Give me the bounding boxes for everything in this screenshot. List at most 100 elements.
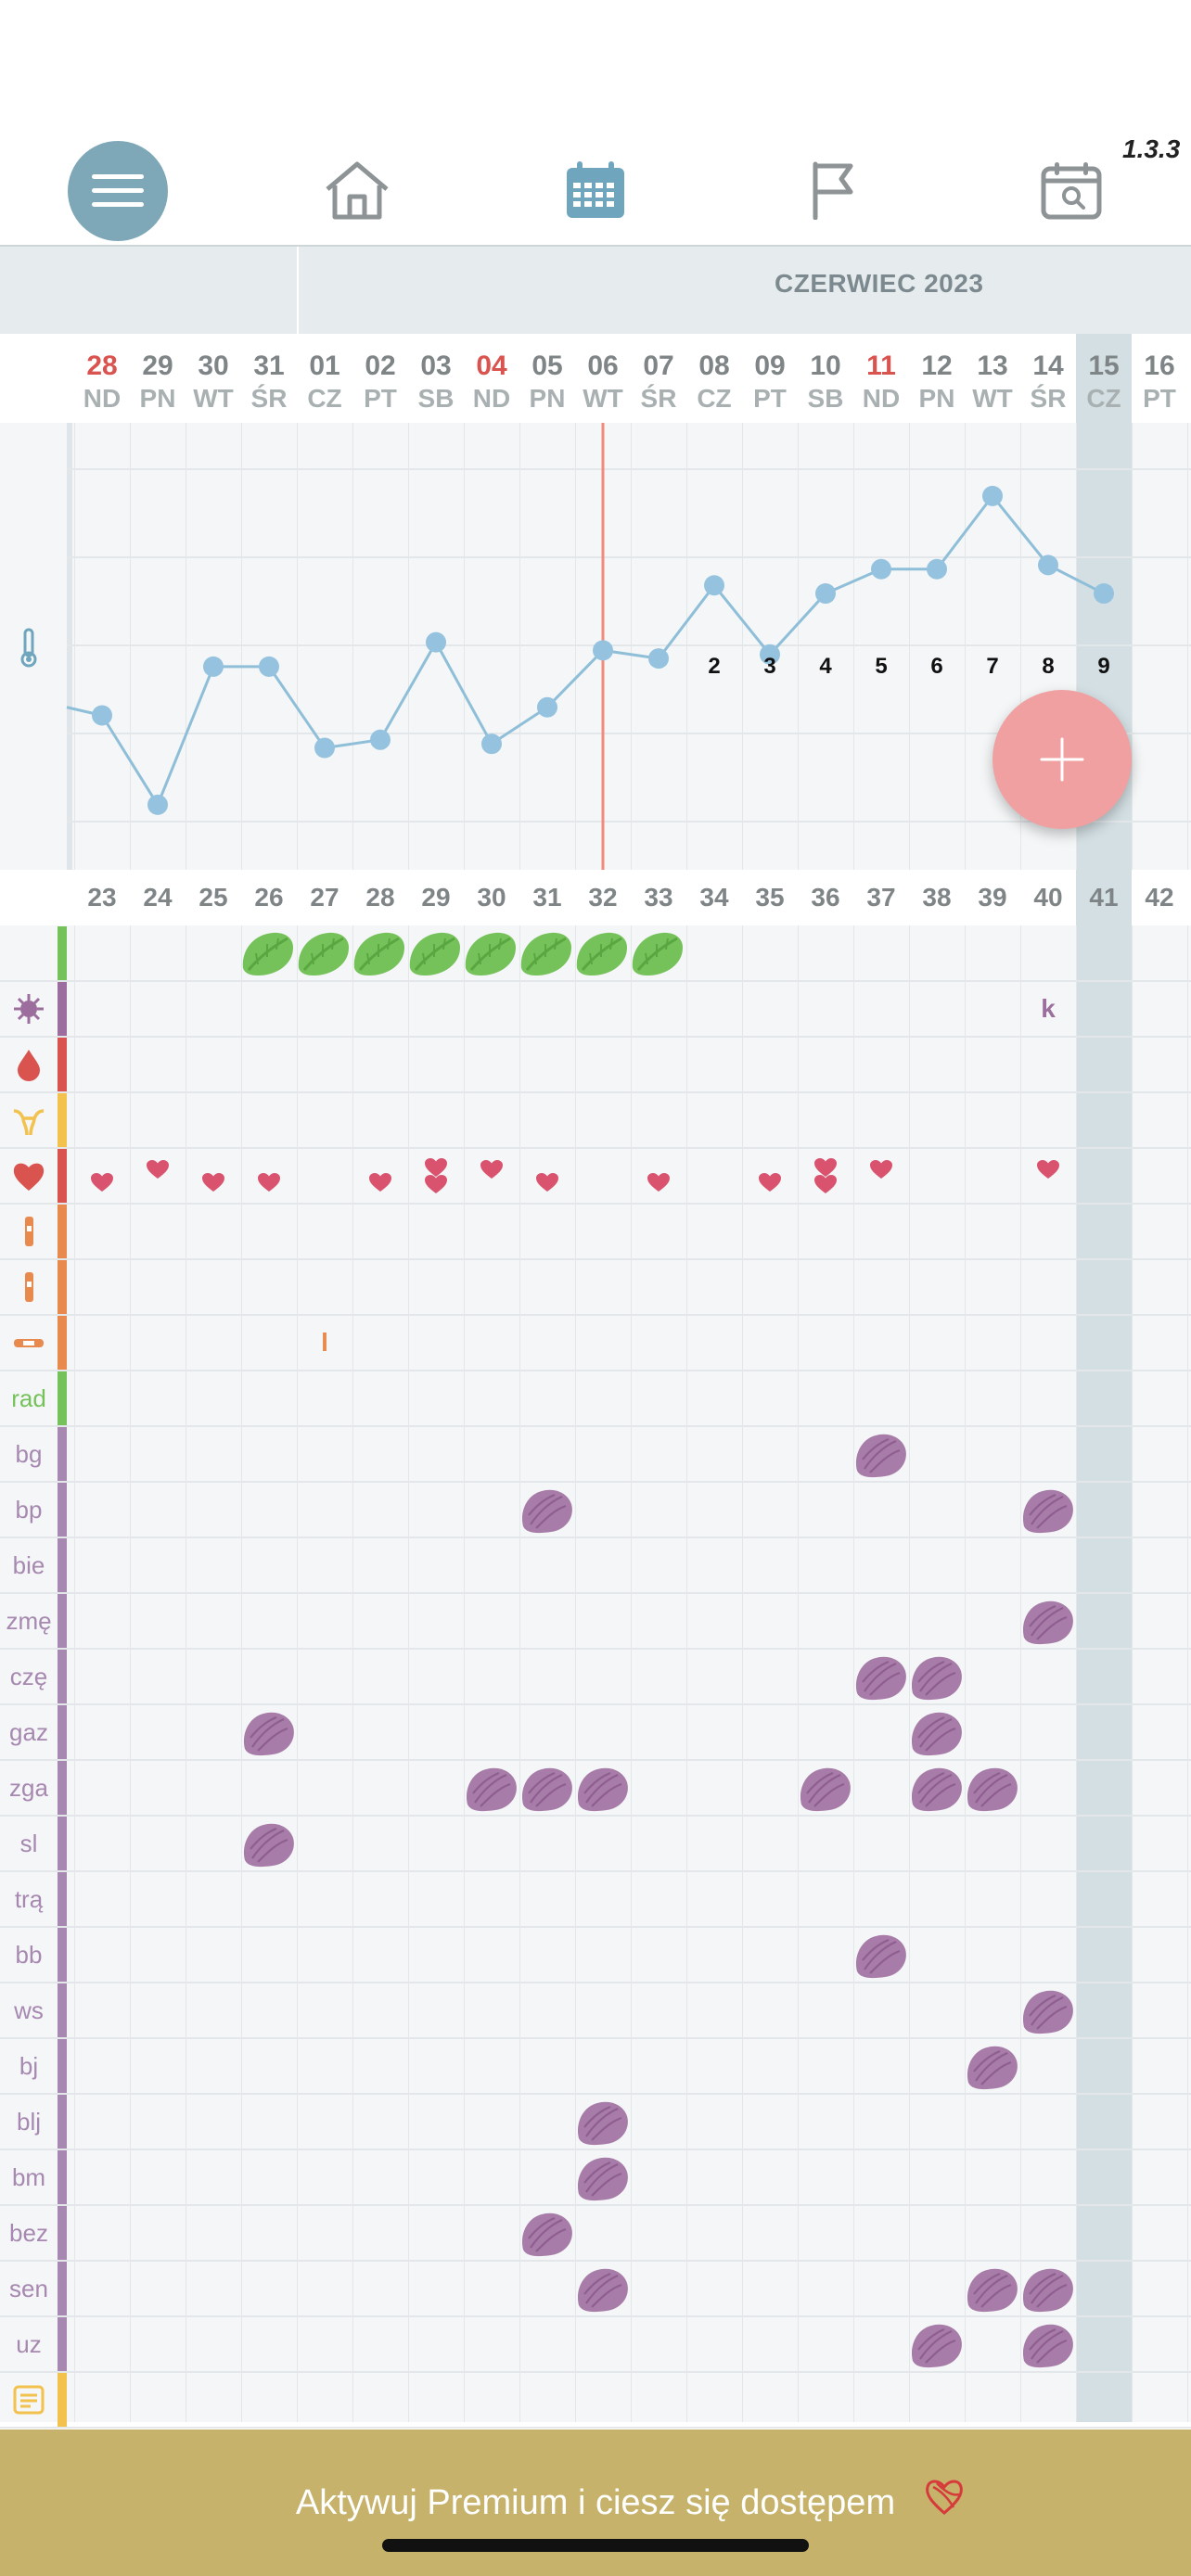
heart-mark[interactable] xyxy=(758,1172,782,1192)
flag-button[interactable] xyxy=(782,139,884,241)
day-header-cell[interactable]: 11 ND xyxy=(853,334,909,423)
add-entry-button[interactable] xyxy=(992,690,1132,829)
symptom-mark[interactable] xyxy=(852,1651,909,1702)
symptom-mark[interactable] xyxy=(462,1762,519,1814)
day-header-cell[interactable]: 30 WT xyxy=(186,334,241,423)
symptom-mark[interactable] xyxy=(1018,2318,1076,2370)
symptom-mark[interactable] xyxy=(963,1762,1020,1814)
row-label[interactable]: rad xyxy=(11,1384,46,1412)
symptom-mark[interactable] xyxy=(907,2318,965,2370)
calendar-button[interactable] xyxy=(544,139,647,241)
symptom-mark[interactable] xyxy=(907,1762,965,1814)
temperature-point[interactable] xyxy=(147,794,168,815)
day-header-cell[interactable]: 29 PN xyxy=(130,334,186,423)
row-label[interactable] xyxy=(0,1092,58,1148)
heart-mark[interactable] xyxy=(146,1159,170,1180)
menu-button[interactable] xyxy=(68,141,168,241)
symptom-mark[interactable] xyxy=(1018,1984,1076,2036)
row-label[interactable] xyxy=(0,1148,58,1204)
row-label[interactable]: bp xyxy=(15,1495,43,1524)
row-label[interactable] xyxy=(0,981,58,1037)
leaf-mark[interactable] xyxy=(518,927,575,979)
day-header-cell[interactable]: 09 PT xyxy=(742,334,798,423)
symptom-mark[interactable] xyxy=(907,1706,965,1758)
symptom-mark[interactable] xyxy=(1018,2263,1076,2315)
temperature-point[interactable] xyxy=(815,583,836,605)
row-label[interactable]: blj xyxy=(16,2107,41,2136)
temperature-point[interactable] xyxy=(314,737,335,759)
row-text-mark[interactable]: l xyxy=(321,1328,328,1357)
temperature-point[interactable] xyxy=(370,729,391,750)
temperature-point[interactable] xyxy=(648,648,669,670)
heart-mark[interactable] xyxy=(368,1172,392,1192)
row-label[interactable] xyxy=(0,2372,58,2428)
row-label[interactable]: gaz xyxy=(9,1717,48,1746)
heart-mark[interactable] xyxy=(1036,1159,1060,1180)
row-label[interactable]: czę xyxy=(9,1662,48,1690)
heart-mark[interactable] xyxy=(647,1172,671,1192)
temperature-point[interactable] xyxy=(481,733,502,755)
symptom-mark[interactable] xyxy=(573,2263,631,2315)
row-label[interactable]: zga xyxy=(9,1773,48,1802)
temperature-point[interactable] xyxy=(871,558,891,580)
calendar-search-button[interactable] xyxy=(1020,139,1122,241)
leaf-mark[interactable] xyxy=(351,927,408,979)
day-header-cell[interactable]: 02 PT xyxy=(352,334,408,423)
temperature-point[interactable] xyxy=(1038,555,1058,576)
heart-mark[interactable] xyxy=(813,1174,838,1194)
home-button[interactable] xyxy=(306,139,408,241)
temperature-point[interactable] xyxy=(203,656,224,677)
symptom-mark[interactable] xyxy=(518,1484,575,1536)
temperature-point[interactable] xyxy=(537,696,557,718)
symptom-mark[interactable] xyxy=(573,2096,631,2148)
day-header-cell[interactable]: 14 ŚR xyxy=(1020,334,1076,423)
day-header-cell[interactable]: 01 CZ xyxy=(297,334,352,423)
symptom-mark[interactable] xyxy=(963,2263,1020,2315)
row-label[interactable] xyxy=(0,1204,58,1259)
day-header-cell[interactable]: 13 WT xyxy=(965,334,1020,423)
symptom-mark[interactable] xyxy=(852,1428,909,1480)
leaf-mark[interactable] xyxy=(406,927,464,979)
row-label[interactable]: ws xyxy=(14,1996,44,2024)
day-header-cell[interactable]: 03 SB xyxy=(408,334,464,423)
symptom-mark[interactable] xyxy=(907,1651,965,1702)
row-label[interactable]: trą xyxy=(14,1884,44,1913)
leaf-mark[interactable] xyxy=(295,927,352,979)
row-label[interactable]: bm xyxy=(11,2162,46,2191)
day-header-cell[interactable]: 15 CZ xyxy=(1076,334,1132,423)
symptom-mark[interactable] xyxy=(1018,1484,1076,1536)
row-label[interactable] xyxy=(0,1315,58,1371)
heart-mark[interactable] xyxy=(480,1159,504,1180)
heart-mark[interactable] xyxy=(535,1172,559,1192)
heart-mark[interactable] xyxy=(813,1157,838,1178)
row-label[interactable] xyxy=(0,925,58,981)
day-header-cell[interactable]: 06 WT xyxy=(575,334,631,423)
leaf-mark[interactable] xyxy=(239,927,297,979)
day-header-cell[interactable]: 12 PN xyxy=(909,334,965,423)
row-label[interactable]: sl xyxy=(19,1829,38,1857)
symptom-mark[interactable] xyxy=(1018,1595,1076,1647)
day-header-cell[interactable]: 07 ŚR xyxy=(631,334,686,423)
row-label[interactable]: sen xyxy=(9,2274,48,2302)
leaf-mark[interactable] xyxy=(462,927,519,979)
heart-mark[interactable] xyxy=(257,1172,281,1192)
symptom-mark[interactable] xyxy=(239,1817,297,1869)
heart-mark[interactable] xyxy=(869,1159,893,1180)
temperature-point[interactable] xyxy=(927,558,947,580)
row-label[interactable] xyxy=(0,1259,58,1315)
temperature-point[interactable] xyxy=(92,705,112,726)
symptom-mark[interactable] xyxy=(852,1929,909,1981)
row-label[interactable]: bb xyxy=(15,1940,43,1969)
day-header-cell[interactable]: 08 CZ xyxy=(686,334,742,423)
symptom-mark[interactable] xyxy=(239,1706,297,1758)
symptom-mark[interactable] xyxy=(518,1762,575,1814)
heart-mark[interactable] xyxy=(424,1157,448,1178)
day-header-cell[interactable]: 16 PT xyxy=(1132,334,1187,423)
temperature-point[interactable] xyxy=(704,575,724,596)
day-header-cell[interactable]: 31 ŚR xyxy=(241,334,297,423)
row-label[interactable]: bez xyxy=(9,2218,48,2247)
leaf-mark[interactable] xyxy=(573,927,631,979)
temperature-point[interactable] xyxy=(760,644,780,665)
temperature-point[interactable] xyxy=(426,631,446,653)
symptom-mark[interactable] xyxy=(963,2040,1020,2092)
